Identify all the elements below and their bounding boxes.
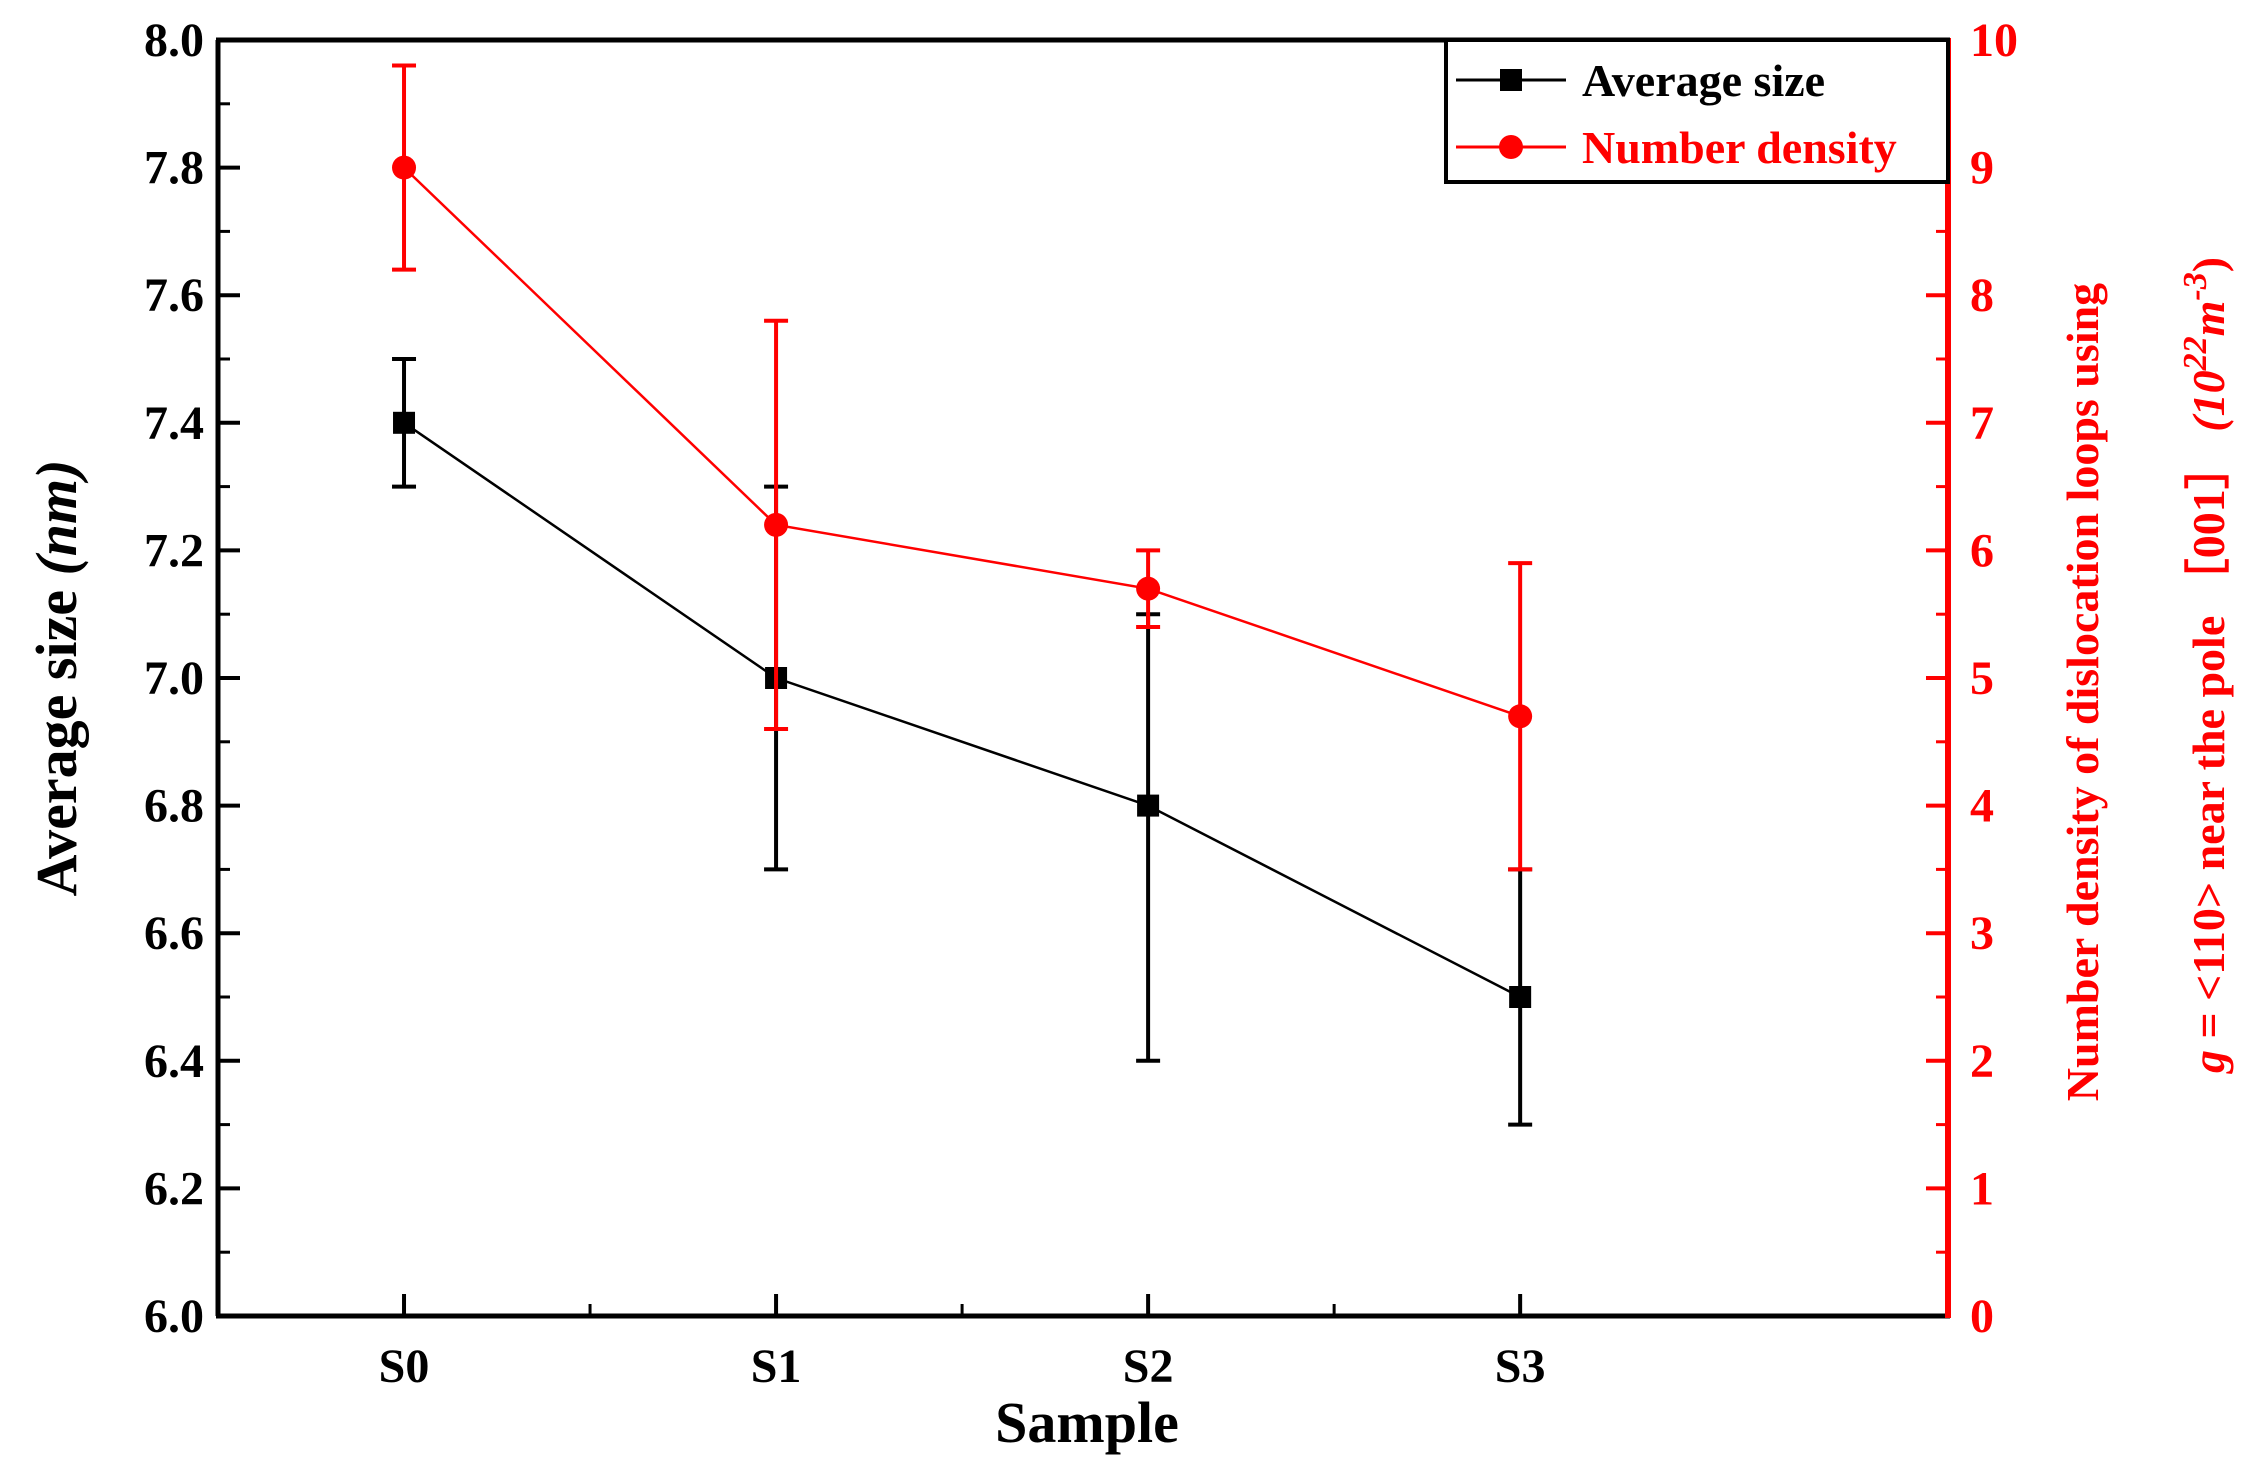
y-axis-title-right-line2: g = <110> near the pole ［001］ (1022m-3) <box>2177 257 2234 1074</box>
legend-box <box>1444 38 1950 184</box>
y-axis-title-right-unit-base: (10 <box>2183 370 2234 431</box>
data-point-average-size <box>393 411 416 434</box>
legend-label-number-density: Number density <box>1582 122 1897 173</box>
y-axis-title-right-main: = <110> near the pole ［001］ <box>2183 432 2234 1050</box>
y-right-tick-label: 2 <box>1970 1035 1994 1088</box>
y-axis-title-left-unit: (nm) <box>24 460 89 576</box>
data-point-number-density <box>1508 704 1533 729</box>
data-point-number-density <box>764 512 789 537</box>
x-axis-title: Sample <box>995 1390 1179 1455</box>
y-left-tick-label: 6.2 <box>144 1162 204 1215</box>
y-axis-title-right-unit-mid: m <box>2183 301 2234 337</box>
y-left-tick-label: 6.6 <box>144 907 204 960</box>
legend-label-average-size: Average size <box>1582 55 1825 106</box>
data-point-number-density <box>392 155 417 180</box>
y-left-tick-label: 7.2 <box>144 524 204 577</box>
legend-marker-number-density <box>1499 135 1523 159</box>
x-tick-label: S3 <box>1495 1340 1546 1393</box>
y-left-tick-label: 6.0 <box>144 1290 204 1343</box>
series-line-number-density <box>403 166 1521 718</box>
x-tick-label: S1 <box>751 1340 802 1393</box>
y-axis-title-right-unit-close: ) <box>2183 257 2234 272</box>
y-right-tick-label: 4 <box>1970 780 1994 833</box>
y-left-tick-label: 7.0 <box>144 652 204 705</box>
data-point-average-size <box>1509 986 1532 1008</box>
y-axis-title-right-line1: Number density of dislocation loops usin… <box>2057 283 2108 1101</box>
y-left-tick-label: 7.4 <box>144 397 204 450</box>
data-point-average-size <box>1137 794 1160 817</box>
y-axis-title-left: Average size (nm) <box>24 460 89 897</box>
y-right-tick-label: 0 <box>1970 1290 1994 1343</box>
series-layer <box>392 63 1533 1127</box>
y-left-tick-label: 6.8 <box>144 780 204 833</box>
y-right-tick-label: 3 <box>1970 907 1994 960</box>
y-axis-title-right-g: g <box>2183 1050 2234 1074</box>
y-left-tick-label: 6.4 <box>144 1035 204 1088</box>
x-tick-label: S0 <box>379 1340 430 1393</box>
y-right-tick-label: 6 <box>1970 524 1994 577</box>
y-left-tick-label: 7.6 <box>144 269 204 322</box>
ticks-layer: 6.0 6.2 6.4 6.6 6.8 7.0 7.2 7.4 7.6 7.8 8.0 0 1 2 3 4 5 6… <box>144 14 2018 1393</box>
y-left-tick-label: 7.8 <box>144 142 204 195</box>
y-left-tick-label: 8.0 <box>144 14 204 67</box>
y-axis-title-right-unit-exp1: 22 <box>2177 336 2214 371</box>
legend-marker-average-size <box>1500 69 1522 91</box>
y-right-tick-label: 9 <box>1970 142 1994 195</box>
series-line-average-size <box>403 421 1521 999</box>
y-right-tick-label: 8 <box>1970 269 1994 322</box>
y-right-tick-label: 5 <box>1970 652 1994 705</box>
y-axis-title-right-unit-exp2: -3 <box>2177 272 2214 300</box>
y-axis-title-left-main: Average size <box>24 576 89 897</box>
x-tick-label: S2 <box>1123 1340 1174 1393</box>
y-right-tick-label: 1 <box>1970 1162 1994 1215</box>
legend: Average size Number density <box>1444 38 1950 184</box>
y-right-tick-label: 7 <box>1970 397 1994 450</box>
data-point-number-density <box>1136 576 1161 601</box>
y-right-tick-label: 10 <box>1970 14 2018 67</box>
